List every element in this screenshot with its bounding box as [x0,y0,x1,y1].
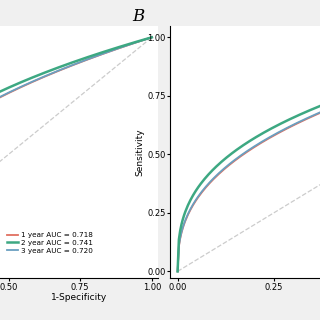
Text: B: B [132,8,145,25]
Legend: 1 year AUC = 0.718, 2 year AUC = 0.741, 3 year AUC = 0.720: 1 year AUC = 0.718, 2 year AUC = 0.741, … [7,231,94,255]
X-axis label: 1-Specificity: 1-Specificity [51,293,107,302]
Y-axis label: Sensitivity: Sensitivity [135,128,144,176]
